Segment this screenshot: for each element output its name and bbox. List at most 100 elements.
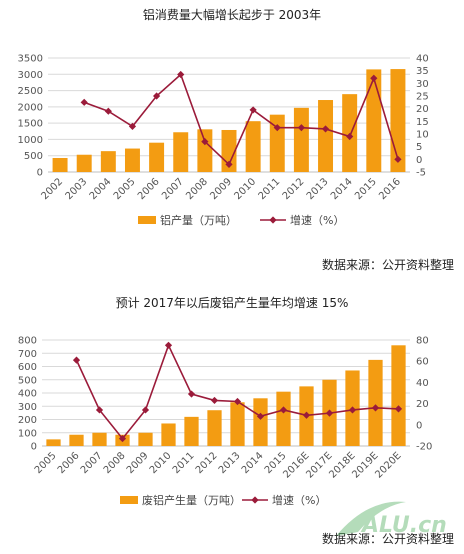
chart2-ytick-left: 400 <box>18 389 37 400</box>
chart1-growth-line <box>83 73 399 166</box>
chart2-xtick: 2007 <box>79 450 105 476</box>
chart2-growth-point <box>348 406 357 414</box>
chart2-ytick-left: 200 <box>18 415 37 426</box>
chart2-ytick-left: 700 <box>18 349 37 360</box>
chart1-ytick-right: 25 <box>416 92 429 103</box>
chart1-growth-point <box>201 138 209 146</box>
chart2-growth-point <box>141 406 150 414</box>
chart1-growth-point <box>128 122 137 130</box>
chart2-xtick: 2014 <box>240 450 266 476</box>
chart1-ytick-left: 3500 <box>18 54 43 65</box>
chart2-growth-point <box>371 404 380 412</box>
chart1-growth-point <box>370 74 378 82</box>
chart1-growth-point <box>297 124 305 132</box>
chart2-bar <box>207 410 222 446</box>
chart1-growth-point <box>177 70 185 79</box>
chart2-legend-bar-swatch <box>120 496 138 504</box>
chart1-bar <box>366 69 382 172</box>
chart2-xtick: 2020E <box>373 450 403 480</box>
chart2-growth-point <box>325 409 334 417</box>
chart1-ytick-right: 15 <box>416 117 429 128</box>
chart1-ytick-left: 1500 <box>18 119 43 130</box>
chart2-growth-point <box>279 406 288 414</box>
chart2-growth-point <box>210 396 219 405</box>
chart1-growth-point <box>80 98 88 106</box>
chart1-ytick-right: 0 <box>416 155 422 166</box>
chart1-bar <box>173 132 189 172</box>
chart1-source: 数据来源：公开资料整理 <box>321 258 454 272</box>
chart2-ytick-right: 80 <box>416 336 429 347</box>
chart2-ytick-left: 300 <box>18 402 37 413</box>
chart1-legend-bar-label: 铝产量（万吨） <box>160 213 237 227</box>
chart2-ytick-left: 500 <box>18 375 37 386</box>
chart2-growth-point <box>187 390 196 398</box>
chart1-growth-point <box>394 155 402 163</box>
chart2-ytick-left: 0 <box>31 442 37 453</box>
chart1-ytick-left: 0 <box>37 168 43 179</box>
chart2-growth-point <box>256 412 265 420</box>
chart2-bar <box>138 432 153 446</box>
chart1-bar <box>269 114 285 172</box>
chart2-xtick: 2012 <box>194 450 220 476</box>
alu-logo-text: ALU.cn <box>360 513 447 538</box>
chart1-growth-point <box>225 160 233 168</box>
chart2-growth-point <box>72 356 81 364</box>
chart2-ytick-right: 40 <box>416 378 429 389</box>
chart2-growth-point <box>302 411 311 419</box>
chart2-ytick-right: -20 <box>416 442 432 453</box>
chart2-bar <box>184 416 199 446</box>
chart1-growth-point <box>273 124 281 132</box>
chart2-bar <box>46 439 61 446</box>
chart2-legend-line-marker <box>251 496 259 504</box>
chart1-growth-point <box>321 125 330 133</box>
chart1-bar <box>149 142 165 172</box>
chart2-bar <box>230 402 245 446</box>
chart1-bar <box>100 151 116 172</box>
chart1-ytick-left: 1000 <box>18 135 43 146</box>
chart2-growth-point <box>164 341 173 349</box>
chart2-ytick-right: 60 <box>416 357 429 368</box>
chart1-ytick-right: 30 <box>416 79 429 90</box>
chart1-ytick-left: 2000 <box>18 102 43 113</box>
chart2-xtick: 2008 <box>102 450 128 476</box>
chart1-ytick-right: 10 <box>416 130 429 141</box>
chart2-ytick-right: 0 <box>416 420 422 431</box>
chart1-legend-line-label: 增速（%） <box>290 213 344 227</box>
chart2-ytick-left: 100 <box>18 428 37 439</box>
chart2-legend-bar-label: 废铝产生量（万吨） <box>142 493 241 507</box>
chart2-bar <box>69 434 84 446</box>
chart2-bar <box>276 391 291 446</box>
chart1-legend-bar-swatch <box>138 216 156 224</box>
chart1-bar <box>318 100 334 172</box>
chart2-ytick-right: 20 <box>416 399 429 410</box>
chart2-xtick: 2010 <box>148 450 174 476</box>
chart2-title: 预计 2017年以后废铝产生量年均增速 15% <box>115 296 349 310</box>
chart2-source: 数据来源：公开资料整理 <box>321 532 454 546</box>
chart2-bar <box>92 432 107 446</box>
chart1-ytick-right: 40 <box>416 54 429 65</box>
chart2-xtick: 2013 <box>217 450 243 476</box>
chart1-bar <box>124 148 140 172</box>
chart2-bar <box>161 423 176 446</box>
chart2-xtick: 2006 <box>56 450 82 476</box>
chart2-ytick-left: 600 <box>18 362 37 373</box>
chart1-bar <box>76 154 92 172</box>
chart1-ytick-right: 5 <box>416 142 422 153</box>
chart2-bar <box>391 345 406 446</box>
chart1-growth-point <box>104 107 112 115</box>
chart1-bar <box>293 107 309 172</box>
chart1-ytick-right: 35 <box>416 66 429 77</box>
chart1-legend-line-marker <box>269 216 277 224</box>
chart2-ytick-left: 800 <box>18 336 37 347</box>
alu-logo: ALU.cn <box>336 501 447 538</box>
chart1-bar <box>245 121 261 172</box>
chart1-growth-point <box>249 106 257 114</box>
chart2-xtick: 2011 <box>171 450 197 476</box>
chart1-growth-point <box>346 132 354 141</box>
chart2-growth-point <box>118 434 127 443</box>
chart1-ytick-left: 3000 <box>18 70 43 81</box>
chart2-growth-point <box>95 406 104 414</box>
chart1-ytick-right: 20 <box>416 104 429 115</box>
chart1-ytick-left: 500 <box>24 151 43 162</box>
chart2-legend-line-label: 增速（%） <box>272 493 326 507</box>
